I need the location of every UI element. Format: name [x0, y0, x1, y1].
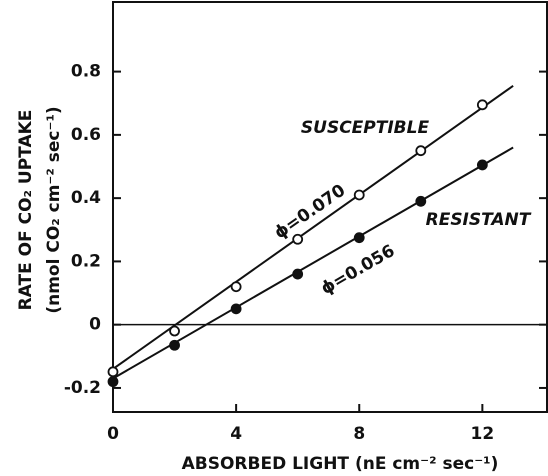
y-tick-label: 0	[89, 315, 101, 335]
data-point	[353, 189, 365, 201]
series-label: SUSCEPTIBLE	[301, 118, 430, 138]
y-tick-label: 0.2	[71, 251, 101, 271]
y-axis-label: (nmol CO₂ cm⁻² sec⁻¹)	[44, 106, 64, 313]
data-point	[415, 195, 427, 207]
series-label: RESISTANT	[426, 210, 532, 230]
x-axis-label: ABSORBED LIGHT (nE cm⁻² sec⁻¹)	[182, 454, 499, 474]
y-tick-label: -0.2	[64, 378, 101, 398]
data-point	[415, 145, 427, 157]
data-point	[292, 233, 304, 245]
fit-line	[112, 85, 514, 370]
data-point	[230, 281, 242, 293]
y-axis-label: RATE OF CO₂ UPTAKE	[16, 110, 36, 311]
data-point	[353, 232, 365, 244]
data-point	[476, 159, 488, 171]
y-tick-label: 0.4	[71, 188, 101, 208]
data-point	[292, 268, 304, 280]
data-point	[107, 366, 119, 378]
x-tick-label: 8	[353, 424, 365, 444]
y-tick-label: 0.8	[71, 62, 101, 82]
data-point	[169, 339, 180, 351]
fit-line	[112, 146, 514, 380]
data-point	[230, 303, 242, 315]
data-point	[476, 99, 488, 111]
x-tick-label: 12	[471, 424, 495, 444]
x-tick-label: 0	[107, 424, 119, 444]
x-tick-label: 4	[230, 424, 242, 444]
data-point	[107, 376, 119, 388]
y-tick-label: 0.6	[71, 125, 101, 145]
slope-annotation: ϕ=0.070	[271, 181, 350, 244]
data-point	[169, 325, 180, 337]
plot-frame	[112, 1, 548, 413]
slope-annotation: ϕ=0.056	[318, 241, 399, 299]
